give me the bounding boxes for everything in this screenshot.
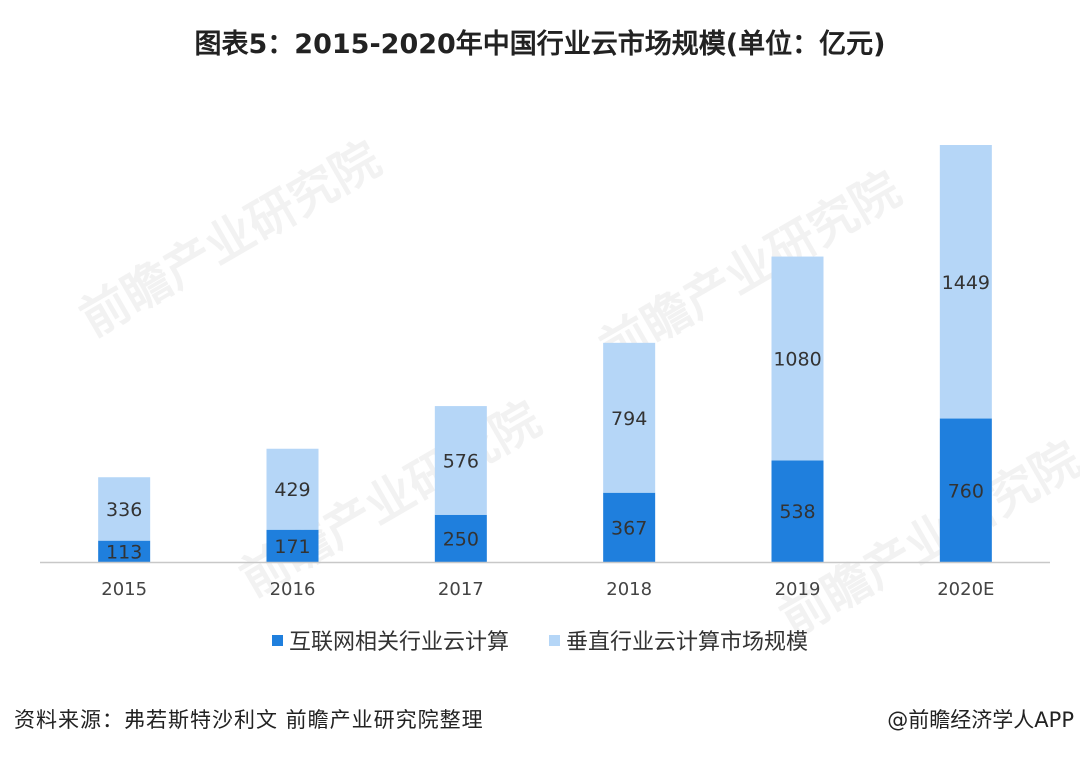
bar-internet-2015 <box>98 540 151 562</box>
bar-internet-2016 <box>266 529 319 562</box>
data-label-vertical-2015: 336 <box>106 499 142 521</box>
bar-vertical-2015 <box>98 477 151 541</box>
data-label-internet-2019: 538 <box>779 501 815 523</box>
legend: 互联网相关行业云计算 垂直行业云计算市场规模 <box>0 624 1080 656</box>
bar-vertical-2017 <box>434 406 487 515</box>
x-tick-label-2019: 2019 <box>775 579 821 600</box>
legend-item-internet: 互联网相关行业云计算 <box>271 624 509 656</box>
bar-internet-2018 <box>603 492 656 562</box>
bars-group: 113 336 171 429 250 576 367 794 538 1080 760 1449 <box>98 145 992 563</box>
x-tick-labels-group: 2015 2016 2017 2018 2019 2020E <box>101 579 994 600</box>
source-note: 资料来源：弗若斯特沙利文 前瞻产业研究院整理 <box>14 708 484 732</box>
data-label-internet-2020E: 760 <box>948 480 984 502</box>
x-tick-label-2020E: 2020E <box>937 579 994 600</box>
data-label-internet-2015: 113 <box>106 541 142 563</box>
chart-plot: 113 336 171 429 250 576 367 794 538 1080 760 1449 2… <box>40 145 1050 600</box>
bar-vertical-2018 <box>603 342 656 493</box>
x-tick-label-2018: 2018 <box>606 579 652 600</box>
bar-internet-2020E <box>939 418 992 562</box>
data-label-vertical-2017: 576 <box>443 450 479 472</box>
data-label-vertical-2018: 794 <box>611 408 647 430</box>
chart-title: 图表5：2015-2020年中国行业云市场规模(单位：亿元) <box>194 29 886 60</box>
legend-swatch-internet <box>271 634 283 646</box>
data-label-vertical-2019: 1080 <box>773 349 821 371</box>
data-label-vertical-2016: 429 <box>274 479 310 501</box>
data-label-internet-2017: 250 <box>443 528 479 550</box>
bar-internet-2019 <box>771 460 824 562</box>
data-label-internet-2016: 171 <box>274 536 310 558</box>
data-label-vertical-2020E: 1449 <box>942 272 990 294</box>
bar-internet-2017 <box>434 514 487 562</box>
x-tick-label-2017: 2017 <box>438 579 484 600</box>
data-label-internet-2018: 367 <box>611 517 647 539</box>
x-tick-label-2016: 2016 <box>270 579 316 600</box>
legend-label-vertical: 垂直行业云计算市场规模 <box>566 630 809 655</box>
legend-label-internet: 互联网相关行业云计算 <box>288 630 509 655</box>
bar-vertical-2016 <box>266 448 319 530</box>
x-tick-label-2015: 2015 <box>101 579 147 600</box>
bar-vertical-2020E <box>939 145 992 419</box>
credit-note: @前瞻经济学人APP <box>887 708 1074 732</box>
legend-item-vertical: 垂直行业云计算市场规模 <box>549 624 808 656</box>
legend-swatch-vertical <box>549 634 560 646</box>
bar-vertical-2019 <box>771 256 824 461</box>
